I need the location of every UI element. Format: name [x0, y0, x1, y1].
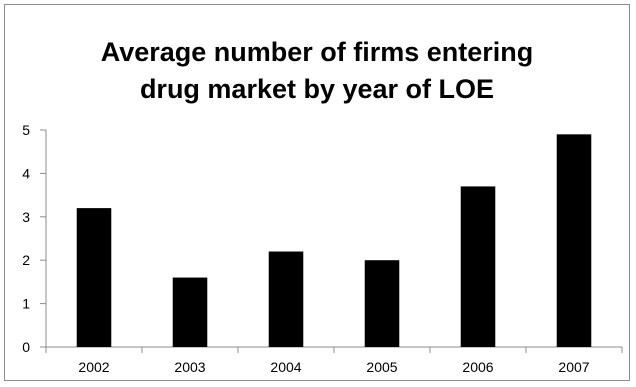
axes	[40, 129, 623, 353]
bar-2007	[556, 134, 592, 347]
bar-2006	[460, 186, 496, 347]
y-tick-label: 5	[22, 122, 30, 138]
chart-title-line-2: drug market by year of LOE	[139, 74, 495, 104]
x-tick-label: 2007	[558, 359, 589, 375]
x-tick-label: 2006	[462, 359, 493, 375]
chart-title-line-1: Average number of firms entering	[100, 37, 534, 67]
y-tick-label: 0	[22, 339, 30, 355]
bar-2004	[268, 251, 304, 347]
y-tick-label: 1	[22, 296, 30, 312]
x-tick-label: 2005	[366, 359, 397, 375]
bar-2002	[76, 208, 112, 347]
y-tick-label: 2	[22, 252, 30, 268]
x-tick-label: 2004	[270, 359, 301, 375]
y-tick-label: 4	[22, 165, 30, 181]
x-tick-label: 2002	[78, 359, 109, 375]
bar-2003	[172, 277, 208, 347]
tick-labels: 0 1 2 3 4 5 2002 2003 2004 2005 2006 2007	[22, 122, 590, 375]
y-tick-label: 3	[22, 209, 30, 225]
bars	[76, 134, 592, 347]
x-tick-label: 2003	[174, 359, 205, 375]
bar-2005	[364, 260, 400, 347]
